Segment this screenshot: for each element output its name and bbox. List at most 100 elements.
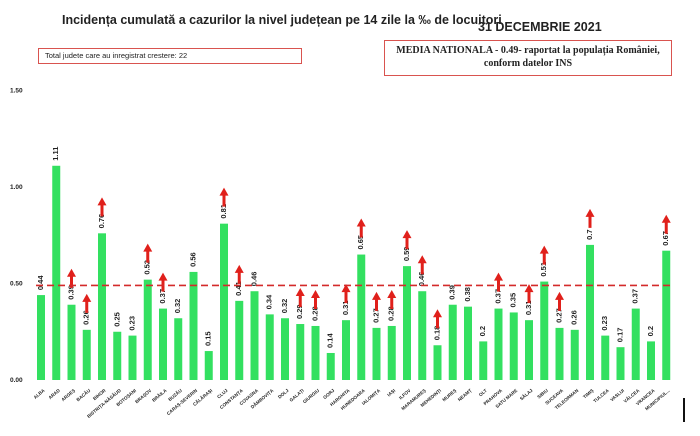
bar bbox=[143, 279, 152, 380]
bar bbox=[220, 223, 228, 380]
bar bbox=[326, 352, 335, 380]
category-label: BRAȘOV bbox=[134, 387, 154, 405]
bar bbox=[570, 329, 579, 380]
value-label: 0.65 bbox=[356, 235, 365, 250]
category-label: OLT bbox=[478, 388, 488, 398]
y-tick-label: 0.00 bbox=[10, 377, 23, 384]
bar bbox=[418, 291, 427, 380]
value-label: 0.37 bbox=[631, 289, 640, 304]
edge-marker bbox=[683, 398, 685, 422]
y-tick-label: 1.50 bbox=[10, 88, 23, 95]
bar bbox=[98, 233, 106, 380]
value-label: 0.2 bbox=[478, 326, 487, 336]
increase-arrow-icon bbox=[311, 289, 320, 309]
category-label: MUREȘ bbox=[441, 388, 458, 403]
increase-arrow-icon bbox=[372, 291, 381, 311]
bar bbox=[204, 351, 213, 380]
value-label: 0.38 bbox=[463, 287, 472, 302]
national-average-line2: conform datelor INS bbox=[483, 58, 573, 69]
bar bbox=[37, 295, 45, 380]
value-label: 0.28 bbox=[311, 306, 320, 321]
bar bbox=[189, 271, 198, 380]
increase-arrow-icon bbox=[234, 264, 244, 284]
value-label: 0.32 bbox=[280, 299, 289, 314]
increase-arrow-icon bbox=[661, 214, 671, 234]
value-label: 0.29 bbox=[295, 304, 304, 319]
value-label: 0.56 bbox=[189, 252, 198, 267]
value-label: 0.26 bbox=[570, 310, 579, 325]
increase-arrow-icon bbox=[417, 255, 427, 275]
bar bbox=[235, 300, 244, 380]
value-label: 0.23 bbox=[128, 316, 137, 331]
value-label: 0.14 bbox=[326, 333, 335, 348]
increase-arrow-icon bbox=[555, 291, 564, 311]
increase-arrow-icon bbox=[158, 272, 168, 292]
bar bbox=[540, 281, 549, 380]
bar bbox=[311, 325, 320, 380]
increase-arrow-icon bbox=[356, 218, 366, 238]
category-label: IAȘI bbox=[386, 388, 397, 398]
increase-arrow-icon bbox=[524, 284, 534, 304]
increase-arrow-icon bbox=[585, 208, 595, 228]
bar bbox=[281, 318, 289, 380]
bar bbox=[525, 320, 533, 380]
value-label: 0.25 bbox=[112, 312, 121, 327]
bar bbox=[342, 320, 350, 380]
value-label: 0.2 bbox=[646, 326, 655, 336]
value-label: 0.31 bbox=[341, 301, 350, 316]
value-label: 0.26 bbox=[82, 310, 91, 325]
value-label: 1.11 bbox=[51, 147, 60, 161]
value-label: 0.46 bbox=[250, 272, 259, 287]
bar bbox=[82, 329, 91, 380]
bar bbox=[387, 325, 396, 380]
value-label: 0.17 bbox=[616, 328, 625, 343]
value-label: 0.23 bbox=[600, 316, 609, 331]
bar bbox=[52, 165, 61, 380]
value-label: 0.59 bbox=[402, 247, 411, 262]
category-label: DOLJ bbox=[277, 388, 290, 400]
category-label: ALBA bbox=[33, 388, 47, 400]
value-label: 0.41 bbox=[234, 281, 243, 296]
report-date: 31 DECEMBRIE 2021 bbox=[478, 20, 602, 34]
bar bbox=[113, 331, 122, 380]
value-label: 0.52 bbox=[143, 260, 152, 275]
category-label: GIURGIU bbox=[302, 388, 321, 405]
bar bbox=[601, 335, 610, 380]
increase-arrow-icon bbox=[341, 284, 351, 304]
national-average-line1: MEDIA NATIONALA - 0.49- raportat la popu… bbox=[396, 45, 660, 56]
category-label: CLUJ bbox=[216, 388, 229, 400]
increase-arrow-icon bbox=[494, 272, 503, 292]
bar bbox=[494, 308, 503, 380]
increase-arrow-icon bbox=[433, 309, 442, 329]
category-label: BRĂILA bbox=[150, 387, 168, 403]
value-label: 0.18 bbox=[433, 326, 442, 341]
value-label: 0.51 bbox=[539, 262, 548, 277]
bar bbox=[616, 347, 625, 380]
bar bbox=[296, 324, 305, 380]
increase-arrow-icon bbox=[402, 230, 412, 250]
category-label: SIBIU bbox=[536, 388, 549, 400]
bar bbox=[464, 306, 472, 380]
increase-arrow-icon bbox=[219, 187, 229, 207]
bar bbox=[647, 341, 655, 380]
category-label: TULCEA bbox=[592, 388, 610, 404]
increase-arrow-icon bbox=[143, 243, 153, 263]
value-label: 0.35 bbox=[509, 293, 518, 308]
bar bbox=[67, 304, 76, 380]
increase-arrow-icon bbox=[82, 293, 92, 313]
bar bbox=[509, 312, 518, 380]
chart-title: Incidența cumulată a cazurilor la nivel … bbox=[62, 13, 502, 27]
bar bbox=[433, 345, 442, 380]
value-label: 0.27 bbox=[372, 308, 381, 323]
value-label: 0.44 bbox=[36, 275, 45, 290]
value-label: 0.39 bbox=[67, 285, 76, 300]
increase-count-box: Total judete care au inregistrat crester… bbox=[38, 48, 302, 64]
bar bbox=[448, 304, 457, 380]
bar bbox=[555, 327, 564, 380]
increase-arrow-icon bbox=[295, 288, 305, 308]
bar bbox=[662, 250, 671, 380]
value-label: 0.81 bbox=[219, 204, 228, 219]
category-label: NEAMȚ bbox=[457, 388, 473, 402]
value-label: 0.37 bbox=[158, 289, 167, 304]
